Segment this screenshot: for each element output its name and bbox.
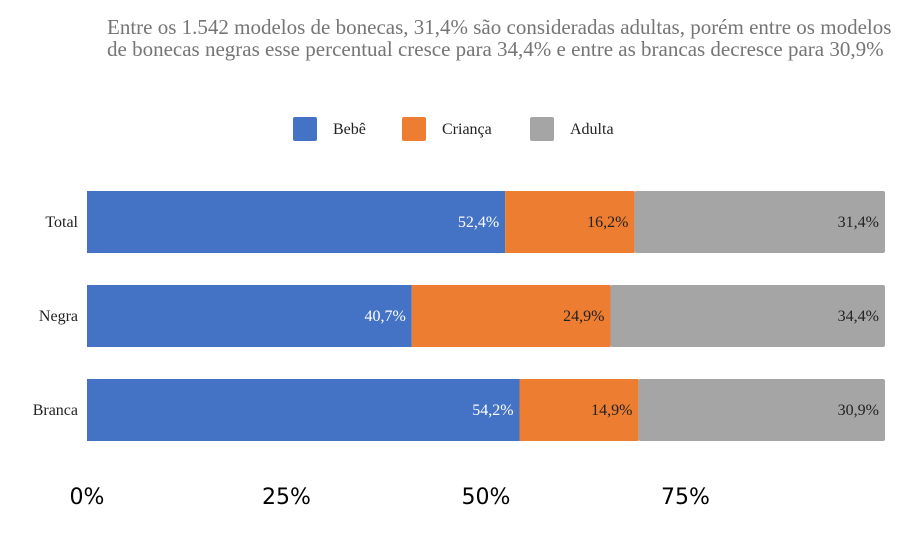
bar-negra-adulta: [610, 285, 885, 347]
data-label-total-bebe: 52,4%: [458, 214, 499, 231]
data-label-total-adulta: 31,4%: [838, 214, 879, 231]
data-label-negra-bebe: 40,7%: [364, 308, 405, 325]
category-label-branca: Branca: [33, 402, 78, 419]
plot-area: Total 52,4% 16,2% 31,4% Negra 40,7% 24,9% 34,4%…: [33, 191, 885, 441]
data-label-branca-bebe: 54,2%: [472, 402, 513, 419]
legend-label-bebe: Bebê: [333, 121, 366, 138]
bar-branca-adulta: [638, 379, 885, 441]
legend: Bebê Criança Adulta: [293, 117, 614, 141]
data-label-total-crianca: 16,2%: [587, 214, 628, 231]
category-label-total: Total: [45, 214, 78, 231]
bar-branca-bebe: [87, 379, 520, 441]
legend-swatch-crianca: [402, 117, 426, 141]
bar-negra-bebe: [87, 285, 412, 347]
x-tick-label: 50%: [462, 485, 511, 510]
legend-label-adulta: Adulta: [570, 121, 614, 138]
chart-title: Entre os 1.542 modelos de bonecas, 31,4%…: [107, 15, 897, 61]
data-label-negra-adulta: 34,4%: [838, 308, 879, 325]
legend-swatch-bebe: [293, 117, 317, 141]
legend-swatch-adulta: [530, 117, 554, 141]
bar-total-bebe: [87, 191, 506, 253]
bar-negra-crianca: [411, 285, 611, 347]
data-label-branca-crianca: 14,9%: [591, 402, 632, 419]
category-label-negra: Negra: [39, 308, 78, 325]
x-axis: 0% 25% 50% 75%: [70, 485, 710, 510]
data-label-branca-adulta: 30,9%: [838, 402, 879, 419]
x-tick-label: 0%: [70, 485, 105, 510]
bar-total-crianca: [505, 191, 635, 253]
data-label-negra-crianca: 24,9%: [563, 308, 604, 325]
legend-label-crianca: Criança: [442, 121, 492, 138]
x-tick-label: 25%: [262, 485, 311, 510]
bar-branca-crianca: [519, 379, 639, 441]
x-tick-label: 75%: [661, 485, 710, 510]
bar-total-adulta: [634, 191, 885, 253]
